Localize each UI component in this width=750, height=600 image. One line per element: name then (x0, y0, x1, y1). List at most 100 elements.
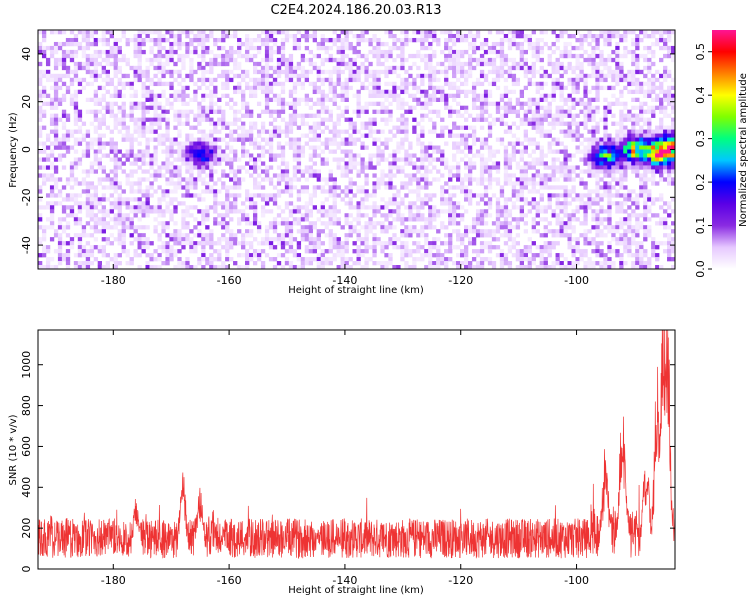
heatmap-cell (519, 101, 525, 106)
heatmap-cell (125, 61, 130, 67)
heatmap-cell (655, 137, 660, 142)
heatmap-cell (436, 149, 441, 154)
heatmap-cell (615, 81, 620, 87)
heatmap-cell (372, 165, 377, 170)
heatmap-cell (523, 57, 528, 63)
heatmap-cell (595, 93, 600, 99)
heatmap-cell (81, 53, 87, 59)
heatmap-cell (511, 65, 517, 71)
heatmap-cell (276, 113, 282, 118)
heatmap-cell (137, 69, 142, 75)
heatmap-cell (671, 125, 675, 130)
heatmap-cell (197, 85, 202, 91)
heatmap-cell (463, 165, 469, 170)
heatmap-cell (245, 217, 250, 222)
heatmap-cell (424, 33, 429, 39)
heatmap-cell (185, 189, 190, 194)
heatmap-cell (328, 141, 333, 146)
heatmap-cell (157, 57, 162, 63)
heatmap-cell (523, 85, 528, 91)
heatmap-cell (448, 30, 453, 35)
heatmap-cell (611, 157, 616, 162)
heatmap-cell (268, 225, 274, 230)
heatmap-cell (89, 225, 95, 230)
heatmap-cell (201, 41, 206, 47)
heatmap-cell (61, 217, 67, 222)
heatmap-cell (515, 41, 521, 47)
heatmap-cell (149, 121, 154, 126)
heatmap-cell (137, 101, 142, 106)
heatmap-cell (671, 129, 675, 134)
heatmap-cell (424, 153, 429, 158)
heatmap-cell (420, 133, 425, 138)
heatmap-cell (400, 101, 405, 106)
heatmap-cell (201, 30, 206, 35)
heatmap-cell (360, 237, 365, 242)
heatmap-cell (424, 101, 429, 106)
heatmap-cell (209, 153, 214, 158)
figure-title: C2E4.2024.186.20.03.R13 (270, 3, 441, 18)
heatmap-cell (467, 133, 473, 138)
heatmap-cell (117, 69, 122, 75)
heatmap-cell (169, 209, 174, 214)
heatmap-cell (659, 129, 664, 134)
heatmap-cell (229, 145, 234, 150)
heatmap-cell (189, 153, 194, 158)
heatmap-cell (360, 37, 365, 43)
heatmap-cell (241, 41, 246, 47)
heatmap-cell (237, 53, 242, 59)
heatmap-cell (264, 77, 270, 83)
heatmap-cell (368, 205, 373, 210)
heatmap-cell (495, 101, 501, 106)
heatmap-cell (173, 205, 178, 210)
heatmap-cell (252, 221, 258, 226)
heatmap-cell (225, 85, 230, 91)
heatmap-cell (189, 65, 194, 71)
heatmap-cell (607, 153, 612, 158)
heatmap-cell (288, 93, 294, 99)
heatmap-cell (448, 193, 453, 198)
heatmap-cell (467, 157, 473, 162)
heatmap-cell (177, 33, 182, 39)
heatmap-cell (233, 173, 238, 178)
heatmap-cell (101, 205, 106, 210)
heatmap-cell (635, 113, 640, 118)
heatmap-cell (424, 237, 429, 242)
heatmap-cell (268, 137, 274, 142)
heatmap-cell (599, 161, 604, 166)
heatmap-cell (165, 157, 170, 162)
heatmap-cell (288, 65, 294, 71)
heatmap-cell (352, 69, 357, 75)
heatmap-cell (647, 165, 652, 170)
heatmap-cell (559, 141, 564, 146)
heatmap-cell (591, 57, 596, 63)
heatmap-cell (296, 221, 302, 226)
heatmap-cell (268, 197, 274, 202)
heatmap-cell (189, 41, 194, 47)
heatmap-cell (444, 125, 449, 130)
heatmap-cell (85, 65, 91, 71)
heatmap-cell (340, 157, 345, 162)
heatmap-cell (252, 141, 258, 146)
heatmap-cell (471, 229, 477, 234)
heatmap-cell (185, 30, 190, 35)
heatmap-cell (53, 101, 59, 106)
heatmap-cell (412, 129, 417, 134)
heatmap-cell (197, 153, 202, 158)
heatmap-cell (515, 45, 521, 51)
heatmap-cell (631, 97, 636, 102)
heatmap-cell (400, 65, 405, 71)
heatmap-cell (579, 33, 584, 39)
heatmap-cell (448, 233, 453, 238)
heatmap-cell (487, 169, 493, 174)
heatmap-cell (511, 145, 517, 150)
heatmap-cell (272, 217, 278, 222)
heatmap-cell (189, 145, 194, 150)
heatmap-cell (503, 61, 509, 67)
heatmap-cell (249, 201, 254, 206)
heatmap-cell (141, 153, 146, 158)
heatmap-cell (213, 193, 218, 198)
heatmap-cell (85, 37, 91, 43)
heatmap-cell (547, 201, 552, 206)
heatmap-cell (38, 189, 43, 194)
